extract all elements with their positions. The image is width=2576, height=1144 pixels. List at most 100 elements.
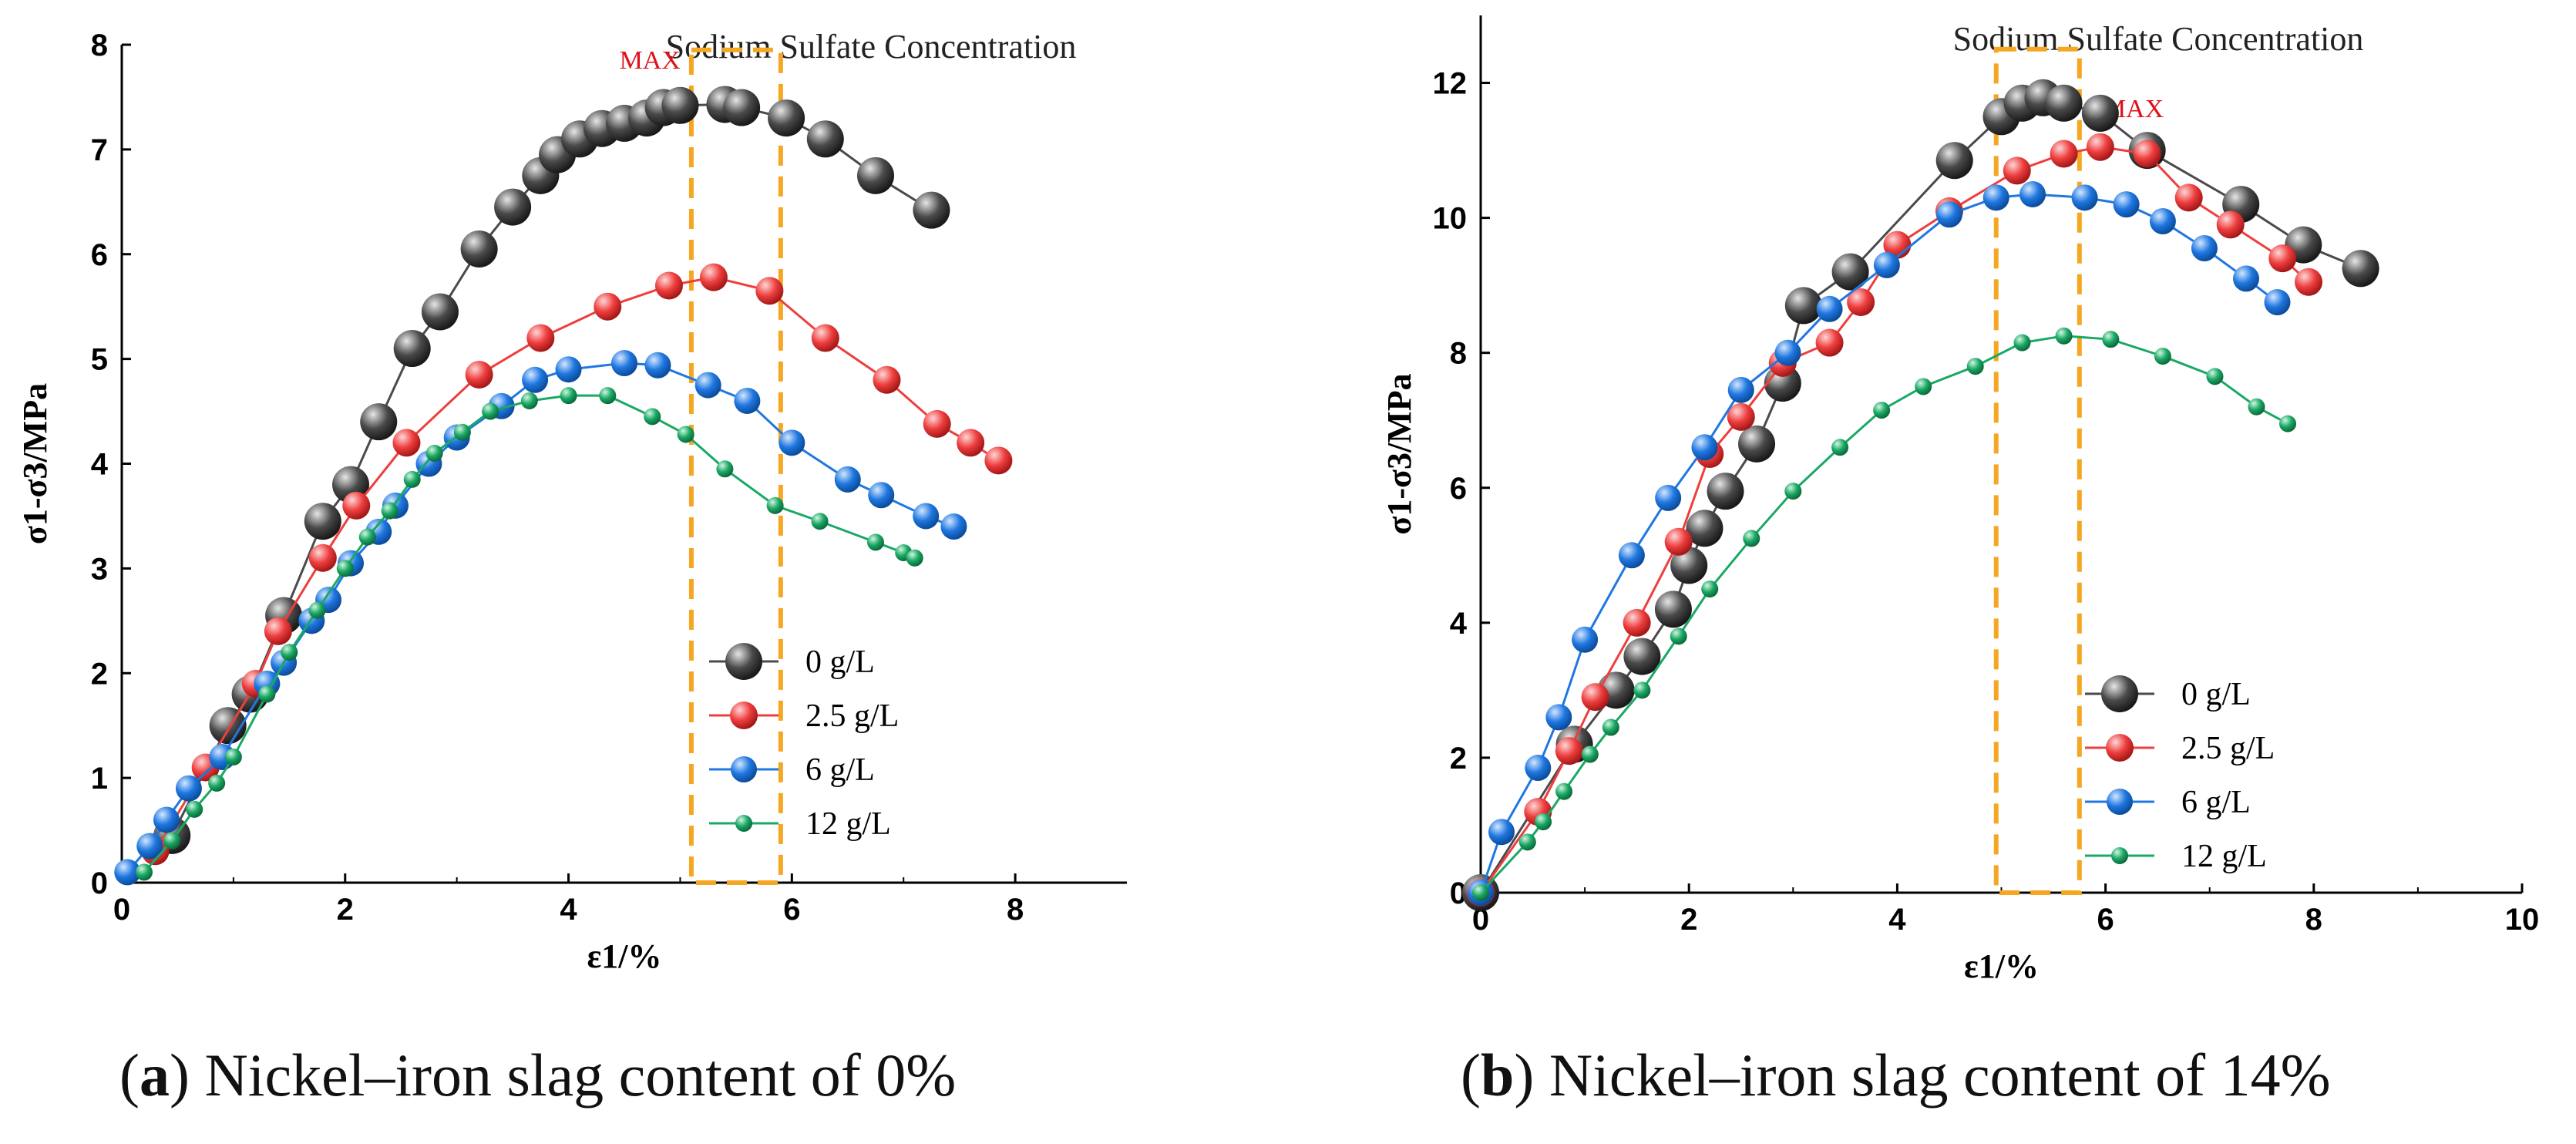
chart-b-series-2-point bbox=[2191, 235, 2218, 262]
chart-b-xtick-label: 0 bbox=[1472, 903, 1489, 937]
chart-a-legend-label: 0 g/L bbox=[805, 644, 875, 680]
chart-b-series-line-2 bbox=[1479, 193, 2278, 893]
chart-b-series-line-0 bbox=[1479, 96, 2362, 893]
chart-a-series-0-point bbox=[304, 503, 341, 540]
chart-a-series-1-point bbox=[264, 617, 292, 645]
chart-b-series-2-point bbox=[1873, 251, 1900, 278]
chart-b-ytick-label: 4 bbox=[1450, 607, 1468, 641]
chart-b-series-3-point bbox=[1555, 782, 1573, 800]
chart-a-series-3-point bbox=[677, 426, 694, 443]
caption-b-text: Nickel–iron slag content of 14% bbox=[1549, 1041, 2331, 1109]
caption-b-tag: b bbox=[1480, 1041, 1515, 1109]
chart-a-series-3-point bbox=[135, 863, 153, 881]
chart-b-series-0-point bbox=[1738, 425, 1776, 463]
chart-a-series-1-point bbox=[594, 292, 622, 321]
chart-b-xtick-label: 4 bbox=[1888, 903, 1906, 937]
chart-b-series-2-point bbox=[2019, 180, 2046, 207]
chart-a-xtick-label: 8 bbox=[1007, 893, 1024, 927]
chart-a-legend-marker bbox=[735, 815, 752, 832]
chart-a-legend-label: 6 g/L bbox=[805, 752, 875, 788]
chart-a-series-0-point bbox=[360, 403, 398, 441]
chart-a-series-1-point bbox=[811, 324, 839, 352]
chart-b-series-2-point bbox=[1655, 484, 1682, 511]
chart-a-legend-marker bbox=[731, 756, 757, 782]
chart-a-series-2-point bbox=[555, 356, 582, 383]
chart-a-ylabel: σ1-σ3/MPa bbox=[16, 383, 54, 544]
chart-a-series-0-point bbox=[393, 330, 431, 368]
chart-b-xtick-label: 8 bbox=[2305, 903, 2322, 937]
chart-b-legend-label: 6 g/L bbox=[2181, 785, 2251, 820]
chart-b-series-3-point bbox=[1784, 483, 1802, 500]
chart-b-legend-marker bbox=[2106, 734, 2134, 762]
chart-a-series-2-point bbox=[913, 503, 940, 530]
chart-b-series-2-point bbox=[1816, 295, 1843, 322]
chart-a-series-0-point bbox=[806, 120, 844, 158]
chart-a-series-3-point bbox=[599, 387, 617, 405]
chart-b-series-2-point bbox=[2113, 191, 2140, 218]
chart-b-series-1-point bbox=[1815, 328, 1844, 357]
chart-b-series-0-point bbox=[2342, 250, 2379, 288]
chart-a-xtick-label: 2 bbox=[337, 893, 354, 927]
chart-b-ytick-label: 10 bbox=[1433, 202, 1468, 236]
chart-b-series-line-3 bbox=[1479, 335, 2288, 894]
chart-b-series-3-point bbox=[2279, 415, 2297, 432]
chart-b-ytick-label: 12 bbox=[1433, 67, 1468, 101]
chart-a-series-2-point bbox=[153, 806, 180, 833]
chart-b-series-0-point bbox=[1935, 142, 1973, 180]
chart-a-series-1-point bbox=[957, 429, 985, 457]
chart-a-series-1-point bbox=[923, 409, 951, 438]
chart-a-series-2-point bbox=[834, 466, 861, 493]
chart-a-series-3-point bbox=[308, 601, 326, 619]
chart-a-series-line-2 bbox=[126, 362, 954, 873]
chart-b-series-1-point bbox=[2216, 210, 2245, 239]
chart-b-legend-label: 2.5 g/L bbox=[2181, 731, 2275, 766]
chart-b-series-1-point bbox=[2268, 244, 2297, 273]
chart-b-series-3-point bbox=[1743, 530, 1760, 547]
chart-a-series-1-point bbox=[699, 263, 728, 291]
chart-a-series-3-point bbox=[644, 408, 661, 426]
chart-b-legend-marker bbox=[2107, 789, 2133, 815]
chart-a-series-2-point bbox=[734, 387, 761, 414]
chart-a-series-0-point bbox=[661, 86, 699, 124]
chart-a-legend-label: 12 g/L bbox=[805, 806, 891, 842]
caption-a-text: Nickel–iron slag content of 0% bbox=[204, 1041, 957, 1109]
chart-b-series-1-point bbox=[1664, 527, 1693, 556]
chart-b-series-2-point bbox=[1618, 542, 1645, 569]
chart-b-legend-label: 12 g/L bbox=[2181, 839, 2267, 874]
chart-a-series-0-point bbox=[913, 191, 950, 229]
chart-b-series-2-point bbox=[2071, 184, 2098, 211]
chart-a-series-3-point bbox=[208, 774, 226, 792]
chart-a-series-3-point bbox=[766, 496, 784, 514]
chart-a-series-0-point bbox=[421, 293, 459, 331]
chart-a-xlabel: ε1/% bbox=[587, 937, 661, 975]
chart-b-series-3-point bbox=[1602, 718, 1619, 736]
chart-b-series-2-point bbox=[1572, 626, 1599, 653]
chart-a-series-0-point bbox=[857, 156, 894, 194]
chart-b-legend-label: 0 g/L bbox=[2181, 677, 2251, 712]
chart-b-series-0-point bbox=[2045, 84, 2083, 122]
chart-b-series-2-point bbox=[2264, 289, 2291, 316]
chart-a-series-3-point bbox=[520, 392, 538, 409]
caption-b: (b) Nickel–iron slag content of 14% bbox=[1461, 1041, 2331, 1109]
chart-b-series-2-point bbox=[1525, 755, 1552, 782]
chart-b-ytick-label: 8 bbox=[1450, 337, 1467, 371]
chart-a-series-1-point bbox=[392, 429, 421, 457]
chart-b-series-3-point bbox=[1831, 439, 1849, 456]
chart-a-series-1-point bbox=[755, 277, 784, 305]
chart-a-series-3-point bbox=[560, 387, 577, 405]
chart-b-series-0-point bbox=[1686, 510, 1723, 547]
chart-b-series-3-point bbox=[2154, 348, 2171, 365]
chart-b-series-1-point bbox=[1727, 402, 1755, 431]
chart-a-series-2-point bbox=[175, 775, 202, 802]
chart-b-series-2-point bbox=[2149, 207, 2176, 234]
chart-b-series-1-point bbox=[1581, 683, 1609, 712]
chart-b-series-0-point bbox=[1654, 591, 1692, 628]
chart-b-series-2-point bbox=[1982, 184, 2009, 211]
chart-a-series-1-point bbox=[526, 324, 555, 352]
chart-b-series-1-point bbox=[2295, 267, 2323, 296]
chart-a-series-2-point bbox=[522, 366, 549, 393]
chart-b: 0 2 4 6 8 10 0 2 4 6 8 10 12 ε1/% σ1-σ3/MPa Sodium Sulf… bbox=[1380, 15, 2539, 985]
caption-a: (a) Nickel–iron slag content of 0% bbox=[119, 1041, 957, 1109]
caption-a-tag: a bbox=[139, 1041, 170, 1109]
chart-b-series-3-point bbox=[2055, 327, 2073, 345]
